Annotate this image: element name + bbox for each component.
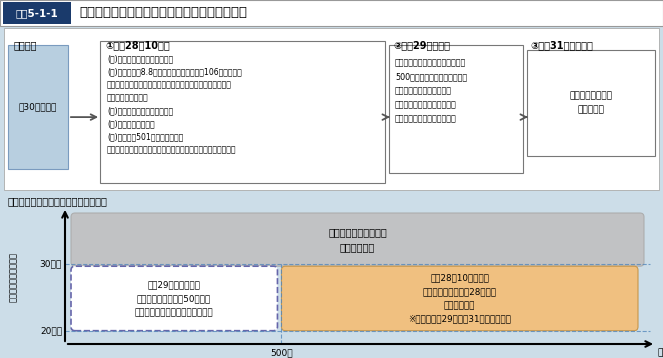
Text: 30時間: 30時間 <box>40 260 62 269</box>
Text: 20時間: 20時間 <box>40 326 62 335</box>
Text: ・国・地方公共団体は、適用: ・国・地方公共団体は、適用 <box>395 114 457 123</box>
Text: 平成29年４月からの
適用拡大の対象（約50万人）
（労使合意に基づく任意の適用）: 平成29年４月からの 適用拡大の対象（約50万人） （労使合意に基づく任意の適用… <box>135 280 213 317</box>
Text: 更なる適用拡大に
ついて検討: 更なる適用拡大に ついて検討 <box>570 92 613 115</box>
Text: （週の所定労働時間）: （週の所定労働時間） <box>9 252 17 303</box>
Text: 週30時間以上: 週30時間以上 <box>19 102 57 111</box>
Text: これまで: これまで <box>14 40 38 50</box>
Text: 500人: 500人 <box>270 348 293 357</box>
Text: ②平成29年４月～: ②平成29年４月～ <box>393 40 450 50</box>
Text: ・民間企業は、労使合意に: ・民間企業は、労使合意に <box>395 86 452 95</box>
Text: 500人以下の企業等について、: 500人以下の企業等について、 <box>395 72 467 81</box>
FancyBboxPatch shape <box>3 2 71 24</box>
FancyBboxPatch shape <box>282 266 638 331</box>
Text: （適用拡大前の基準で適用対象となる労働者の数で算定）: （適用拡大前の基準で適用対象となる労働者の数で算定） <box>107 145 237 154</box>
FancyBboxPatch shape <box>100 41 385 183</box>
Text: （所定労働時間や所定内賃金で判断し、残業時間（代）: （所定労働時間や所定内賃金で判断し、残業時間（代） <box>107 80 232 89</box>
Text: 被用者保険の適用対象
（強制適用）: 被用者保険の適用対象 （強制適用） <box>328 227 387 252</box>
Text: (３)　勤務期間１年以上見込み: (３) 勤務期間１年以上見込み <box>107 106 173 115</box>
Text: ③平成31年９月まで: ③平成31年９月まで <box>530 40 593 50</box>
Text: 左記（１）～（４）の条件の下、: 左記（１）～（４）の条件の下、 <box>395 58 466 67</box>
Text: 平成28年10月からの
適用拡大の対象（約28万人）
（強制適用）
※人数は平成29年１月31日時点のもの: 平成28年10月からの 適用拡大の対象（約28万人） （強制適用） ※人数は平成… <box>408 273 511 324</box>
Text: ①平成28年10月～: ①平成28年10月～ <box>105 40 170 50</box>
Text: 短時間労働者への被用者保険の適用拡大の促進: 短時間労働者への被用者保険の適用拡大の促進 <box>79 6 247 19</box>
FancyBboxPatch shape <box>389 45 523 173</box>
FancyBboxPatch shape <box>4 28 659 190</box>
FancyBboxPatch shape <box>527 50 655 156</box>
FancyBboxPatch shape <box>71 266 277 331</box>
Text: (２)　月額賃金8.8万円以上（年収換算で約106万円以上）: (２) 月額賃金8.8万円以上（年収換算で約106万円以上） <box>107 67 242 76</box>
Text: ＜被用者保険の適用拡大のイメージ＞: ＜被用者保険の適用拡大のイメージ＞ <box>8 196 108 206</box>
Text: (５)　従業員501人以上の企業等: (５) 従業員501人以上の企業等 <box>107 132 183 141</box>
FancyBboxPatch shape <box>0 0 663 26</box>
Text: 基づき、適用拡大を可能に: 基づき、適用拡大を可能に <box>395 100 457 109</box>
FancyBboxPatch shape <box>71 213 644 266</box>
Text: （従業員数）: （従業員数） <box>658 348 663 357</box>
Text: (１)　週労働時間２０時間以上: (１) 週労働時間２０時間以上 <box>107 54 173 63</box>
Text: 等を含まない）: 等を含まない） <box>107 93 149 102</box>
FancyBboxPatch shape <box>8 45 68 169</box>
Text: 図表5-1-1: 図表5-1-1 <box>16 8 58 18</box>
Text: (４)　学生は適用除外: (４) 学生は適用除外 <box>107 119 154 128</box>
